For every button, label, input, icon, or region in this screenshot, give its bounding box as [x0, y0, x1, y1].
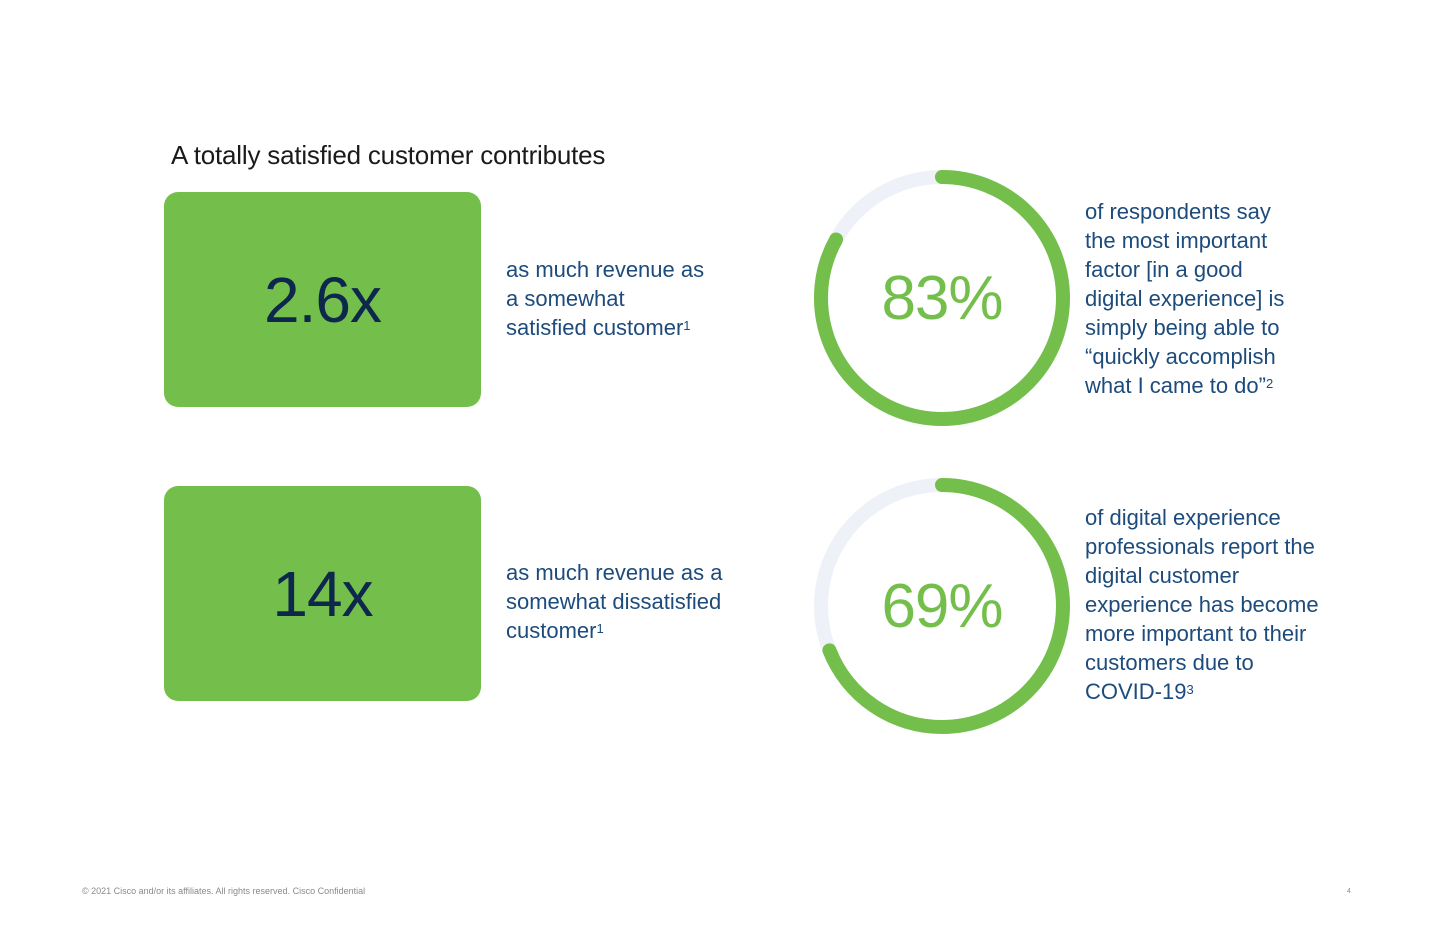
- ring-graphic: [814, 170, 1070, 426]
- stat-description: as much revenue as a somewhat dissatisfi…: [506, 558, 776, 645]
- description-line: as much revenue as: [506, 257, 705, 282]
- description-line: experience has become: [1085, 592, 1319, 617]
- description-line: more important to their: [1085, 621, 1307, 646]
- description-line: “quickly accomplish: [1085, 344, 1276, 369]
- description-line: simply being able to: [1085, 315, 1280, 340]
- description-line: customers due to: [1085, 650, 1254, 675]
- footnote-marker: 2: [1265, 376, 1274, 391]
- description-line: what I came to do”: [1085, 373, 1266, 398]
- description-line: of digital experience: [1085, 505, 1281, 530]
- description-line: customer: [506, 618, 597, 643]
- slide-title: A totally satisfied customer contributes: [171, 140, 606, 170]
- page-number: 4: [1347, 888, 1351, 895]
- ring-graphic: [814, 478, 1070, 734]
- ring-progress-arc: [814, 170, 1070, 426]
- ring-value: 69%: [881, 571, 1003, 641]
- stat-box-revenue-dissatisfied: 14x: [164, 486, 481, 701]
- description-line: professionals report the: [1085, 534, 1315, 559]
- description-line: of respondents say: [1085, 199, 1271, 224]
- ring-description: of respondents say the most important fa…: [1085, 197, 1405, 400]
- footnote-marker: 1: [683, 318, 691, 333]
- description-line: digital experience] is: [1085, 286, 1285, 311]
- stat-description: as much revenue as a somewhat satisfied …: [506, 255, 776, 342]
- description-line: factor [in a good: [1085, 257, 1243, 282]
- description-line: somewhat dissatisfied: [506, 589, 722, 614]
- footnote-marker: 1: [596, 621, 604, 636]
- description-line: a somewhat: [506, 286, 625, 311]
- stat-box-revenue-satisfied: 2.6x: [164, 192, 481, 407]
- stat-value: 2.6x: [264, 263, 382, 336]
- description-line: the most important: [1085, 228, 1268, 253]
- stat-value: 14x: [272, 557, 373, 630]
- progress-ring-83: 83%: [811, 167, 1073, 429]
- progress-ring-69: 69%: [811, 475, 1073, 737]
- description-line: as much revenue as a: [506, 560, 723, 585]
- ring-description: of digital experience professionals repo…: [1085, 503, 1405, 706]
- ring-progress-arc: [814, 478, 1070, 734]
- footnote-marker: 3: [1186, 682, 1194, 697]
- description-line: digital customer: [1085, 563, 1240, 588]
- description-line: COVID-19: [1085, 679, 1187, 704]
- copyright-footer: © 2021 Cisco and/or its affiliates. All …: [82, 886, 366, 896]
- description-line: satisfied customer: [506, 315, 684, 340]
- ring-value: 83%: [881, 263, 1003, 333]
